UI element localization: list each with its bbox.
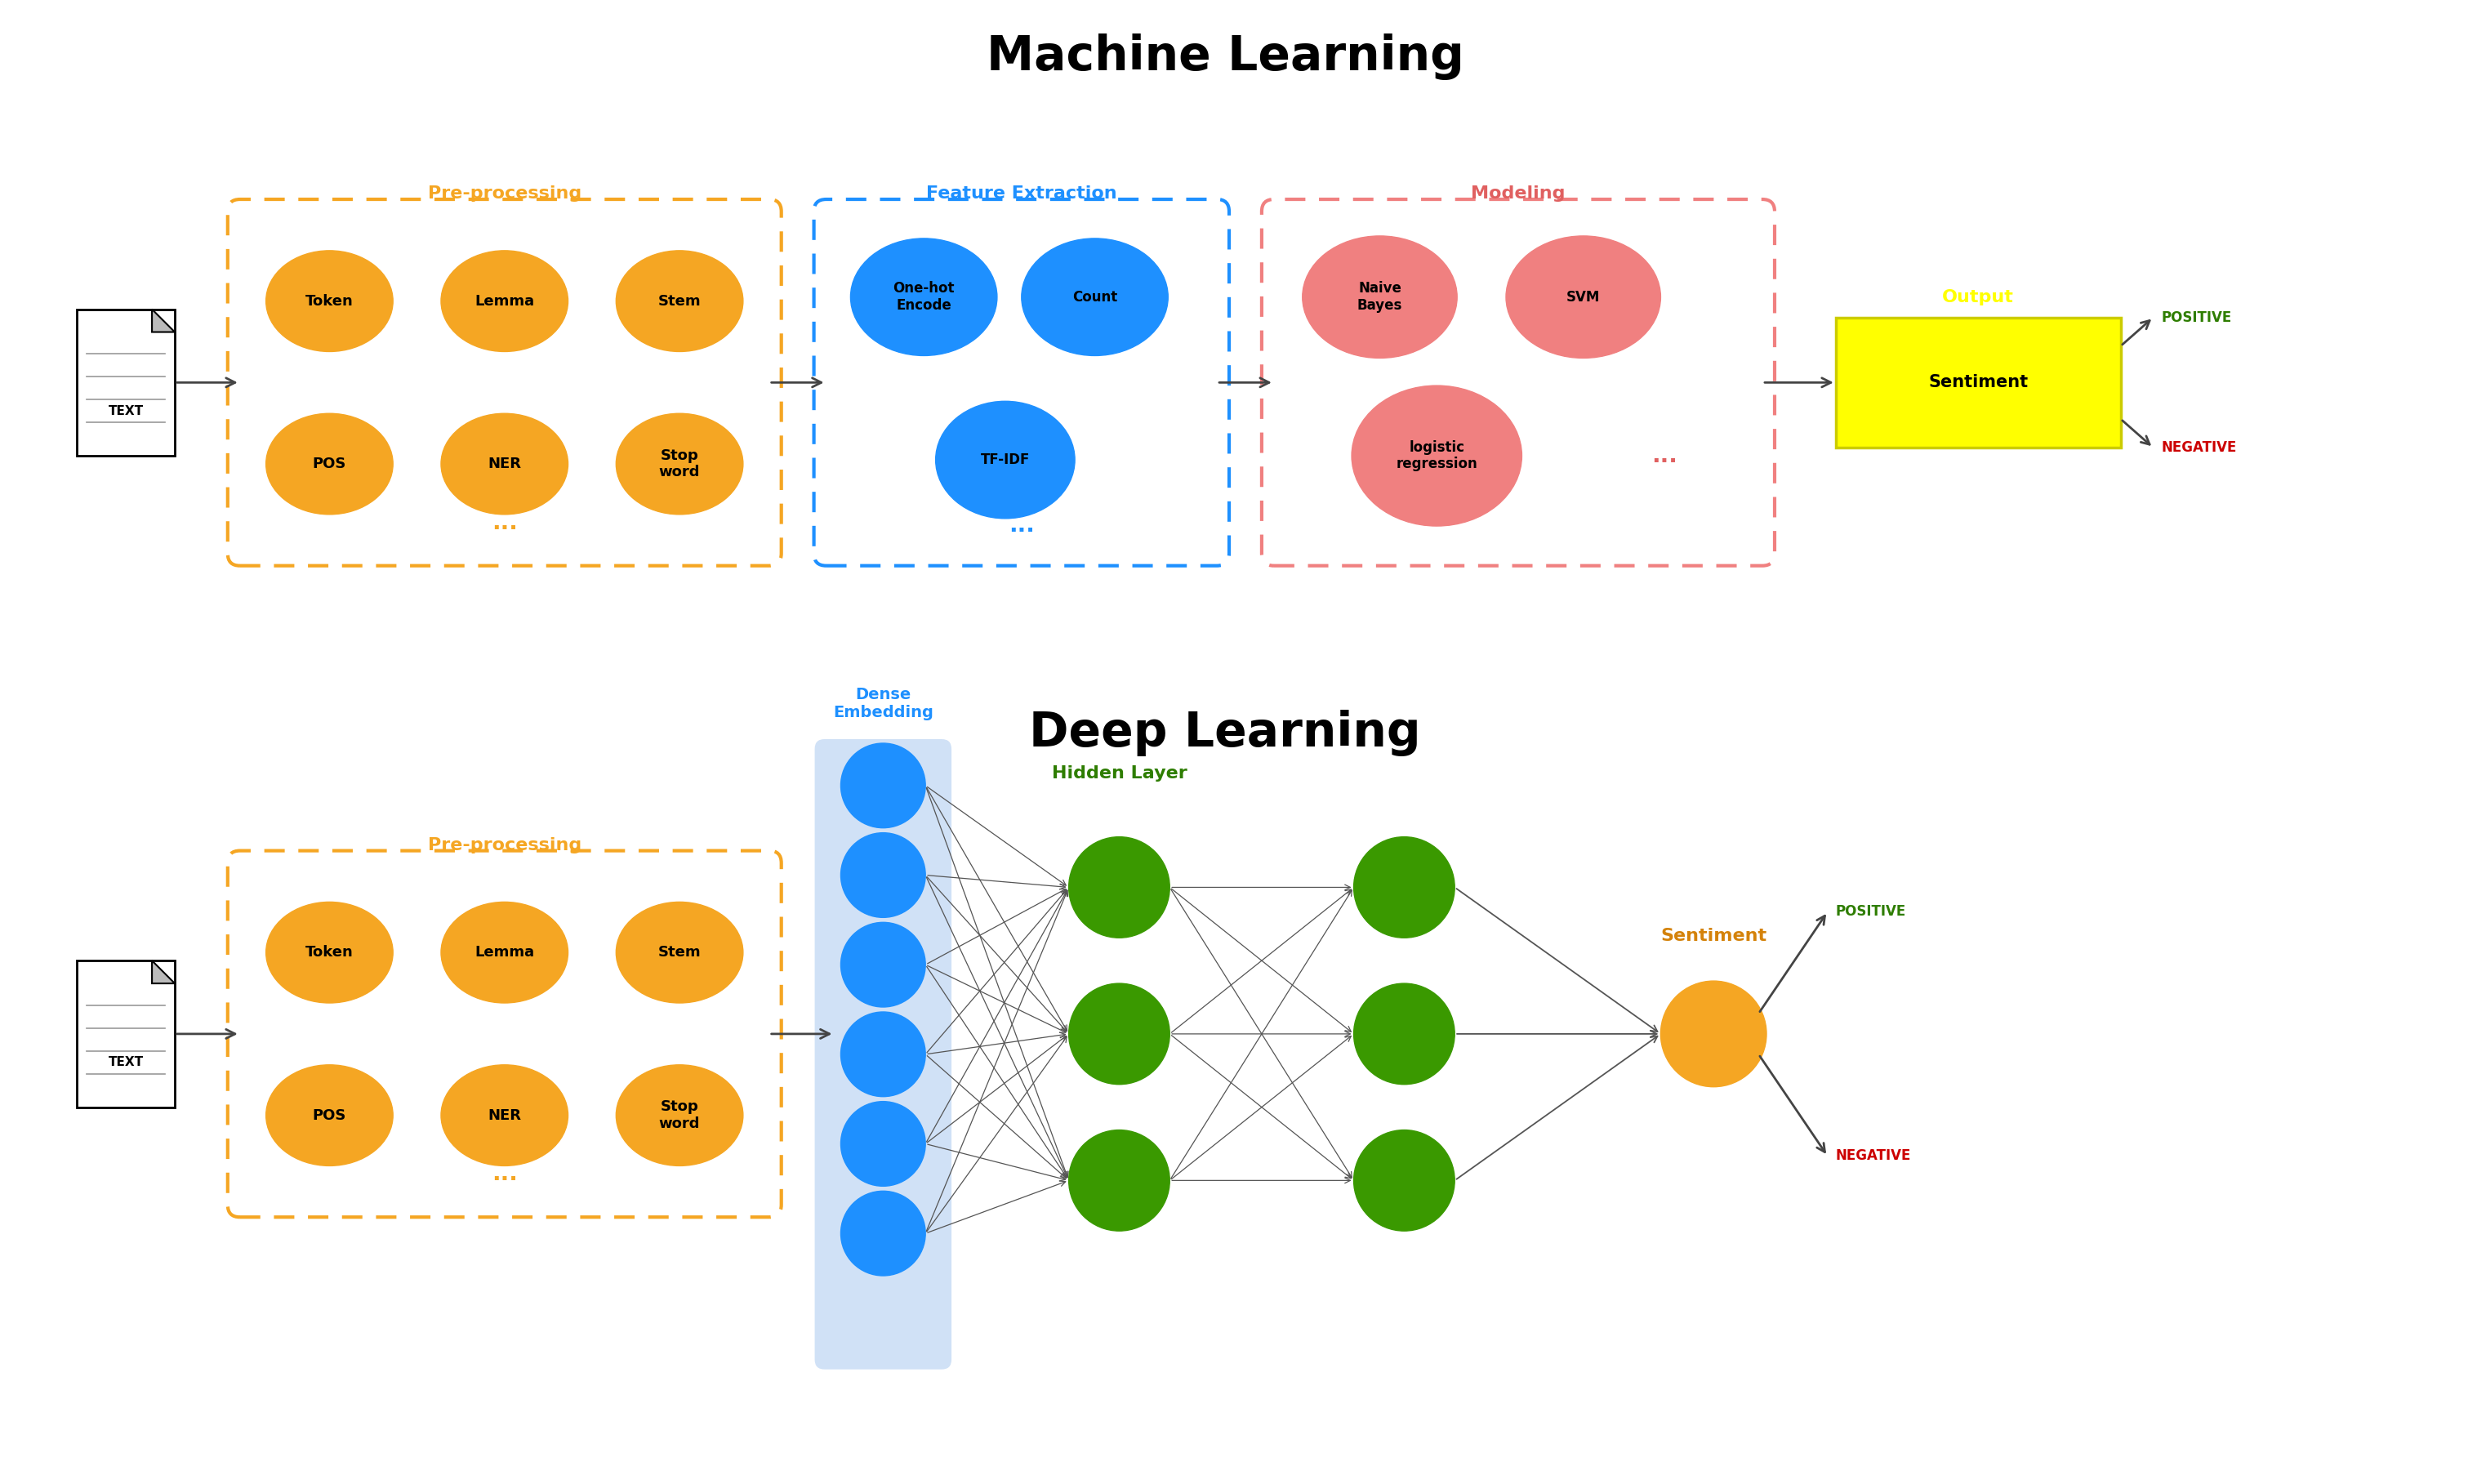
Ellipse shape xyxy=(1506,236,1660,358)
Text: ...: ... xyxy=(1652,444,1677,467)
Ellipse shape xyxy=(265,1066,394,1166)
Text: Stem: Stem xyxy=(659,294,701,309)
Text: ...: ... xyxy=(1008,513,1035,536)
Text: TEXT: TEXT xyxy=(109,405,144,417)
Text: POS: POS xyxy=(312,1109,347,1123)
Circle shape xyxy=(1068,1129,1169,1230)
Circle shape xyxy=(840,743,926,828)
Ellipse shape xyxy=(1303,236,1456,358)
Ellipse shape xyxy=(441,251,567,352)
Circle shape xyxy=(1355,1129,1454,1230)
Ellipse shape xyxy=(617,414,743,515)
Circle shape xyxy=(1068,984,1169,1085)
Text: POSITIVE: POSITIVE xyxy=(1835,904,1907,919)
Text: Stem: Stem xyxy=(659,945,701,960)
Text: Sentiment: Sentiment xyxy=(1660,928,1766,944)
Ellipse shape xyxy=(1021,239,1169,356)
Text: TEXT: TEXT xyxy=(109,1057,144,1068)
Text: Deep Learning: Deep Learning xyxy=(1030,709,1422,755)
Ellipse shape xyxy=(1352,386,1521,525)
Text: NER: NER xyxy=(488,457,520,472)
Ellipse shape xyxy=(441,1066,567,1166)
Text: TF-IDF: TF-IDF xyxy=(981,453,1030,467)
Circle shape xyxy=(1355,837,1454,938)
Text: logistic
regression: logistic regression xyxy=(1397,439,1476,472)
Ellipse shape xyxy=(936,401,1075,518)
Circle shape xyxy=(840,1192,926,1276)
Ellipse shape xyxy=(265,414,394,515)
FancyBboxPatch shape xyxy=(1835,318,2120,448)
Ellipse shape xyxy=(617,902,743,1003)
Circle shape xyxy=(1660,981,1766,1086)
Circle shape xyxy=(1355,984,1454,1085)
Text: ...: ... xyxy=(490,510,518,534)
Polygon shape xyxy=(151,960,176,984)
Ellipse shape xyxy=(441,414,567,515)
Circle shape xyxy=(840,923,926,1008)
Text: Stop
word: Stop word xyxy=(659,1100,701,1131)
Circle shape xyxy=(840,1101,926,1186)
Text: Sentiment: Sentiment xyxy=(1927,374,2029,390)
Ellipse shape xyxy=(617,251,743,352)
Text: SVM: SVM xyxy=(1565,289,1600,304)
FancyBboxPatch shape xyxy=(815,739,951,1370)
Circle shape xyxy=(840,1012,926,1097)
FancyBboxPatch shape xyxy=(77,309,176,456)
Text: POSITIVE: POSITIVE xyxy=(2162,310,2232,325)
Text: Count: Count xyxy=(1073,289,1117,304)
Ellipse shape xyxy=(265,902,394,1003)
Circle shape xyxy=(840,833,926,917)
Text: Naive
Bayes: Naive Bayes xyxy=(1357,280,1402,313)
Circle shape xyxy=(1068,837,1169,938)
Text: Lemma: Lemma xyxy=(476,945,535,960)
FancyBboxPatch shape xyxy=(77,960,176,1107)
Text: NER: NER xyxy=(488,1109,520,1123)
Text: Dense
Embedding: Dense Embedding xyxy=(832,687,934,720)
Text: Lemma: Lemma xyxy=(476,294,535,309)
Text: Pre-processing: Pre-processing xyxy=(429,837,582,853)
Text: Hidden Layer: Hidden Layer xyxy=(1053,766,1186,782)
Ellipse shape xyxy=(850,239,998,356)
Ellipse shape xyxy=(265,251,394,352)
Text: NEGATIVE: NEGATIVE xyxy=(2162,441,2237,456)
Text: Pre-processing: Pre-processing xyxy=(429,186,582,202)
Text: Token: Token xyxy=(305,945,354,960)
Polygon shape xyxy=(151,309,176,332)
Text: Stop
word: Stop word xyxy=(659,448,701,479)
Text: Machine Learning: Machine Learning xyxy=(986,34,1464,80)
Text: NEGATIVE: NEGATIVE xyxy=(1835,1149,1912,1163)
Ellipse shape xyxy=(441,902,567,1003)
Text: Feature Extraction: Feature Extraction xyxy=(926,186,1117,202)
Text: One-hot
Encode: One-hot Encode xyxy=(894,280,954,313)
Text: Modeling: Modeling xyxy=(1471,186,1565,202)
Text: Token: Token xyxy=(305,294,354,309)
Text: Output: Output xyxy=(1942,289,2014,306)
Text: ...: ... xyxy=(490,1162,518,1186)
Text: POS: POS xyxy=(312,457,347,472)
Ellipse shape xyxy=(617,1066,743,1166)
